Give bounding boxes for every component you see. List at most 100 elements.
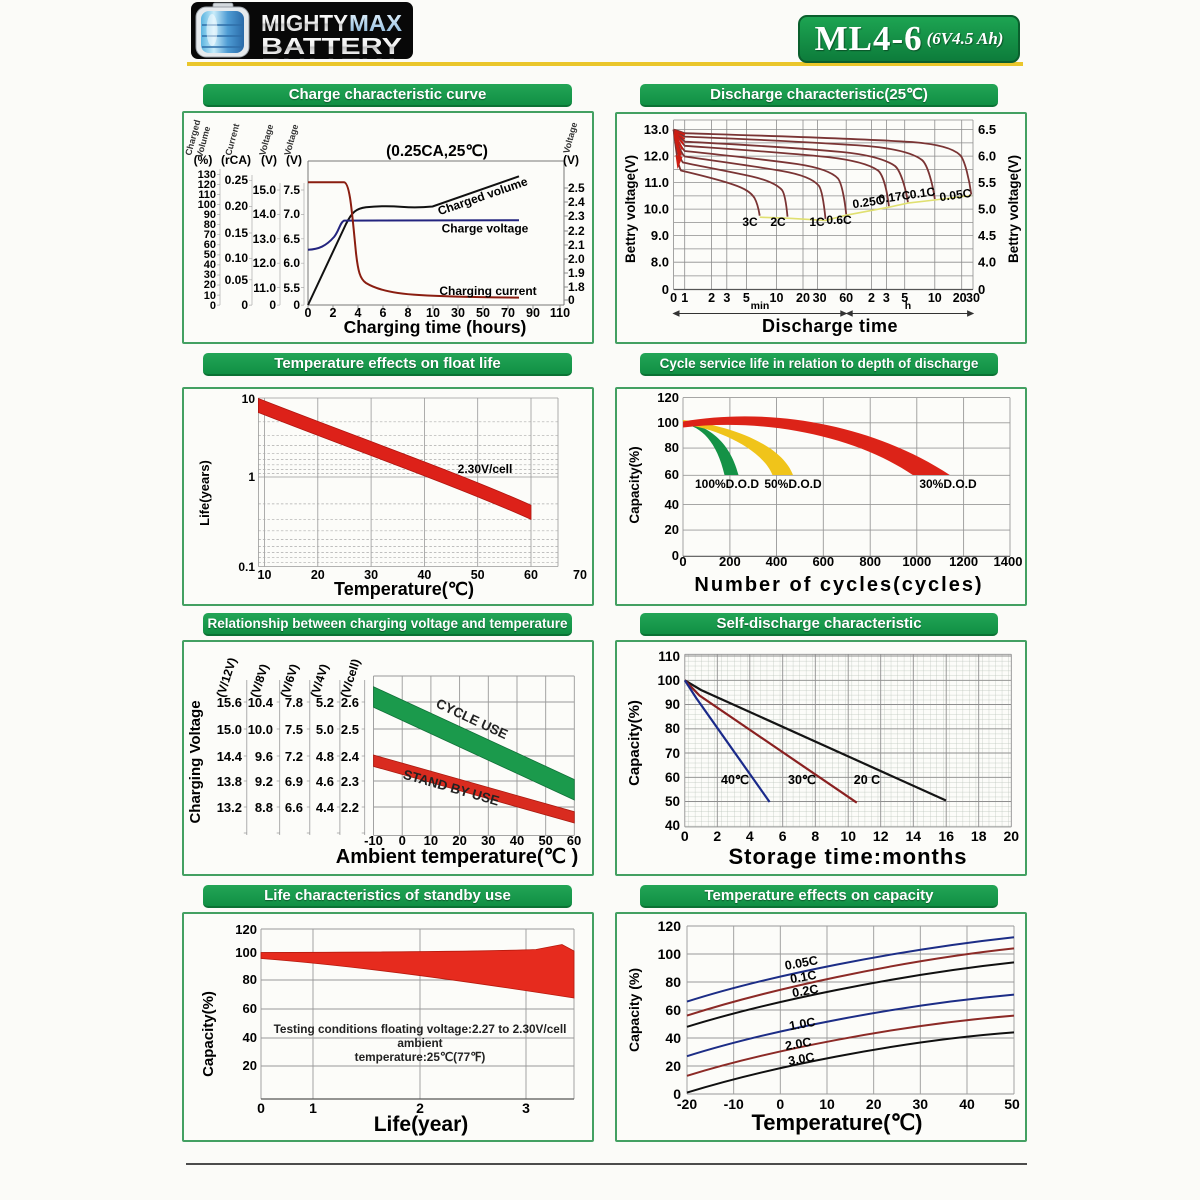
svg-text:40: 40 xyxy=(959,1096,975,1112)
svg-text:30: 30 xyxy=(813,291,827,305)
svg-text:13.0: 13.0 xyxy=(253,232,277,246)
svg-text:40: 40 xyxy=(665,818,680,833)
svg-text:2: 2 xyxy=(416,1100,424,1116)
svg-text:30: 30 xyxy=(364,568,378,582)
svg-text:1.8: 1.8 xyxy=(568,280,585,294)
svg-text:100: 100 xyxy=(198,199,216,211)
svg-text:2.2: 2.2 xyxy=(341,800,359,815)
svg-text:30: 30 xyxy=(481,833,495,848)
svg-text:50: 50 xyxy=(1004,1096,1020,1112)
svg-text:1: 1 xyxy=(309,1100,317,1116)
svg-text:Current: Current xyxy=(223,123,241,157)
svg-text:50%D.O.D: 50%D.O.D xyxy=(764,477,822,491)
svg-text:70: 70 xyxy=(665,746,680,761)
svg-text:13.2: 13.2 xyxy=(217,800,242,815)
svg-text:2.5: 2.5 xyxy=(568,181,585,195)
svg-text:10: 10 xyxy=(426,306,440,320)
svg-text:110: 110 xyxy=(550,306,570,320)
svg-text:20: 20 xyxy=(866,1096,882,1112)
svg-text:2C: 2C xyxy=(770,215,786,229)
svg-text:10.0: 10.0 xyxy=(248,722,273,737)
svg-text:80: 80 xyxy=(665,440,679,455)
svg-text:Testing conditions floating vo: Testing conditions floating voltage:2.27… xyxy=(274,1022,567,1036)
svg-text:0: 0 xyxy=(662,282,669,297)
svg-text:100%D.O.D: 100%D.O.D xyxy=(695,477,759,491)
svg-text:Capacity(%): Capacity(%) xyxy=(626,700,643,786)
svg-text:0.15: 0.15 xyxy=(225,226,249,240)
svg-text:3: 3 xyxy=(723,291,730,305)
svg-text:Charging current: Charging current xyxy=(439,284,536,298)
svg-text:(V/8V): (V/8V) xyxy=(248,662,272,699)
svg-text:Number of cycles(cycles): Number of cycles(cycles) xyxy=(694,574,983,596)
svg-text:(V/4V): (V/4V) xyxy=(308,662,332,699)
svg-text:120: 120 xyxy=(235,922,257,937)
svg-text:9.0: 9.0 xyxy=(651,228,669,243)
svg-text:50: 50 xyxy=(538,833,552,848)
svg-text:4: 4 xyxy=(355,306,362,320)
svg-text:Capacity(%): Capacity(%) xyxy=(200,991,217,1077)
svg-text:2: 2 xyxy=(713,828,721,844)
svg-text:0: 0 xyxy=(978,282,985,297)
svg-text:0.6C: 0.6C xyxy=(826,213,852,227)
svg-text:0: 0 xyxy=(305,306,312,320)
svg-text:0: 0 xyxy=(679,554,686,569)
svg-text:(V): (V) xyxy=(563,153,579,167)
svg-text:50: 50 xyxy=(665,794,680,809)
svg-text:(V/6V): (V/6V) xyxy=(278,662,302,699)
svg-text:12.0: 12.0 xyxy=(644,149,669,164)
svg-text:20: 20 xyxy=(665,522,679,537)
svg-text:120: 120 xyxy=(657,390,679,405)
svg-text:-10: -10 xyxy=(724,1096,744,1112)
svg-text:30%D.O.D: 30%D.O.D xyxy=(919,477,977,491)
svg-text:100: 100 xyxy=(657,415,679,430)
svg-text:Life(year): Life(year) xyxy=(374,1113,469,1136)
svg-text:80: 80 xyxy=(204,219,216,231)
svg-text:11.0: 11.0 xyxy=(253,281,276,295)
svg-text:15.0: 15.0 xyxy=(217,722,242,737)
svg-text:4: 4 xyxy=(746,828,754,844)
svg-text:20: 20 xyxy=(311,568,325,582)
svg-text:1: 1 xyxy=(681,291,688,305)
svg-text:14: 14 xyxy=(906,828,922,844)
svg-text:70: 70 xyxy=(204,229,216,241)
svg-text:2.3: 2.3 xyxy=(341,774,359,789)
svg-text:30: 30 xyxy=(204,269,216,281)
svg-text:60: 60 xyxy=(665,770,680,785)
svg-text:30: 30 xyxy=(913,1096,929,1112)
svg-text:2.3: 2.3 xyxy=(568,209,585,223)
svg-text:15.0: 15.0 xyxy=(253,183,277,197)
svg-text:5.2: 5.2 xyxy=(316,695,334,710)
svg-text:9.2: 9.2 xyxy=(255,774,273,789)
svg-text:BATTERY: BATTERY xyxy=(261,33,402,59)
svg-text:Charging time (hours): Charging time (hours) xyxy=(344,317,527,337)
svg-text:13.0: 13.0 xyxy=(644,122,669,137)
svg-text:40: 40 xyxy=(417,568,431,582)
svg-text:80: 80 xyxy=(665,974,681,990)
svg-text:Temperature(℃): Temperature(℃) xyxy=(752,1110,923,1135)
svg-text:60: 60 xyxy=(839,291,853,305)
svg-text:2.0: 2.0 xyxy=(568,252,585,266)
svg-text:2.0C: 2.0C xyxy=(784,1035,812,1053)
svg-text:0.05C: 0.05C xyxy=(939,186,973,204)
svg-text:11.0: 11.0 xyxy=(644,175,669,190)
svg-text:40℃: 40℃ xyxy=(721,773,749,787)
svg-text:3: 3 xyxy=(522,1100,530,1116)
svg-text:120: 120 xyxy=(198,179,216,191)
svg-text:60: 60 xyxy=(204,239,216,251)
svg-text:2: 2 xyxy=(708,291,715,305)
svg-text:600: 600 xyxy=(812,554,834,569)
svg-text:20 C: 20 C xyxy=(854,773,880,787)
svg-text:20: 20 xyxy=(452,833,466,848)
svg-text:0.05C: 0.05C xyxy=(784,953,819,973)
svg-text:8: 8 xyxy=(811,828,819,844)
svg-text:0.10: 0.10 xyxy=(225,251,249,265)
svg-text:70: 70 xyxy=(501,306,515,320)
svg-text:Temperature(℃): Temperature(℃) xyxy=(334,579,474,599)
svg-text:Bettry voltage(V): Bettry voltage(V) xyxy=(1006,155,1021,263)
svg-text:100: 100 xyxy=(657,673,680,688)
svg-text:9.6: 9.6 xyxy=(255,749,273,764)
svg-text:7.8: 7.8 xyxy=(285,695,303,710)
svg-text:2.5: 2.5 xyxy=(341,722,359,737)
svg-text:0: 0 xyxy=(776,1096,784,1112)
svg-text:12.0: 12.0 xyxy=(253,256,277,270)
